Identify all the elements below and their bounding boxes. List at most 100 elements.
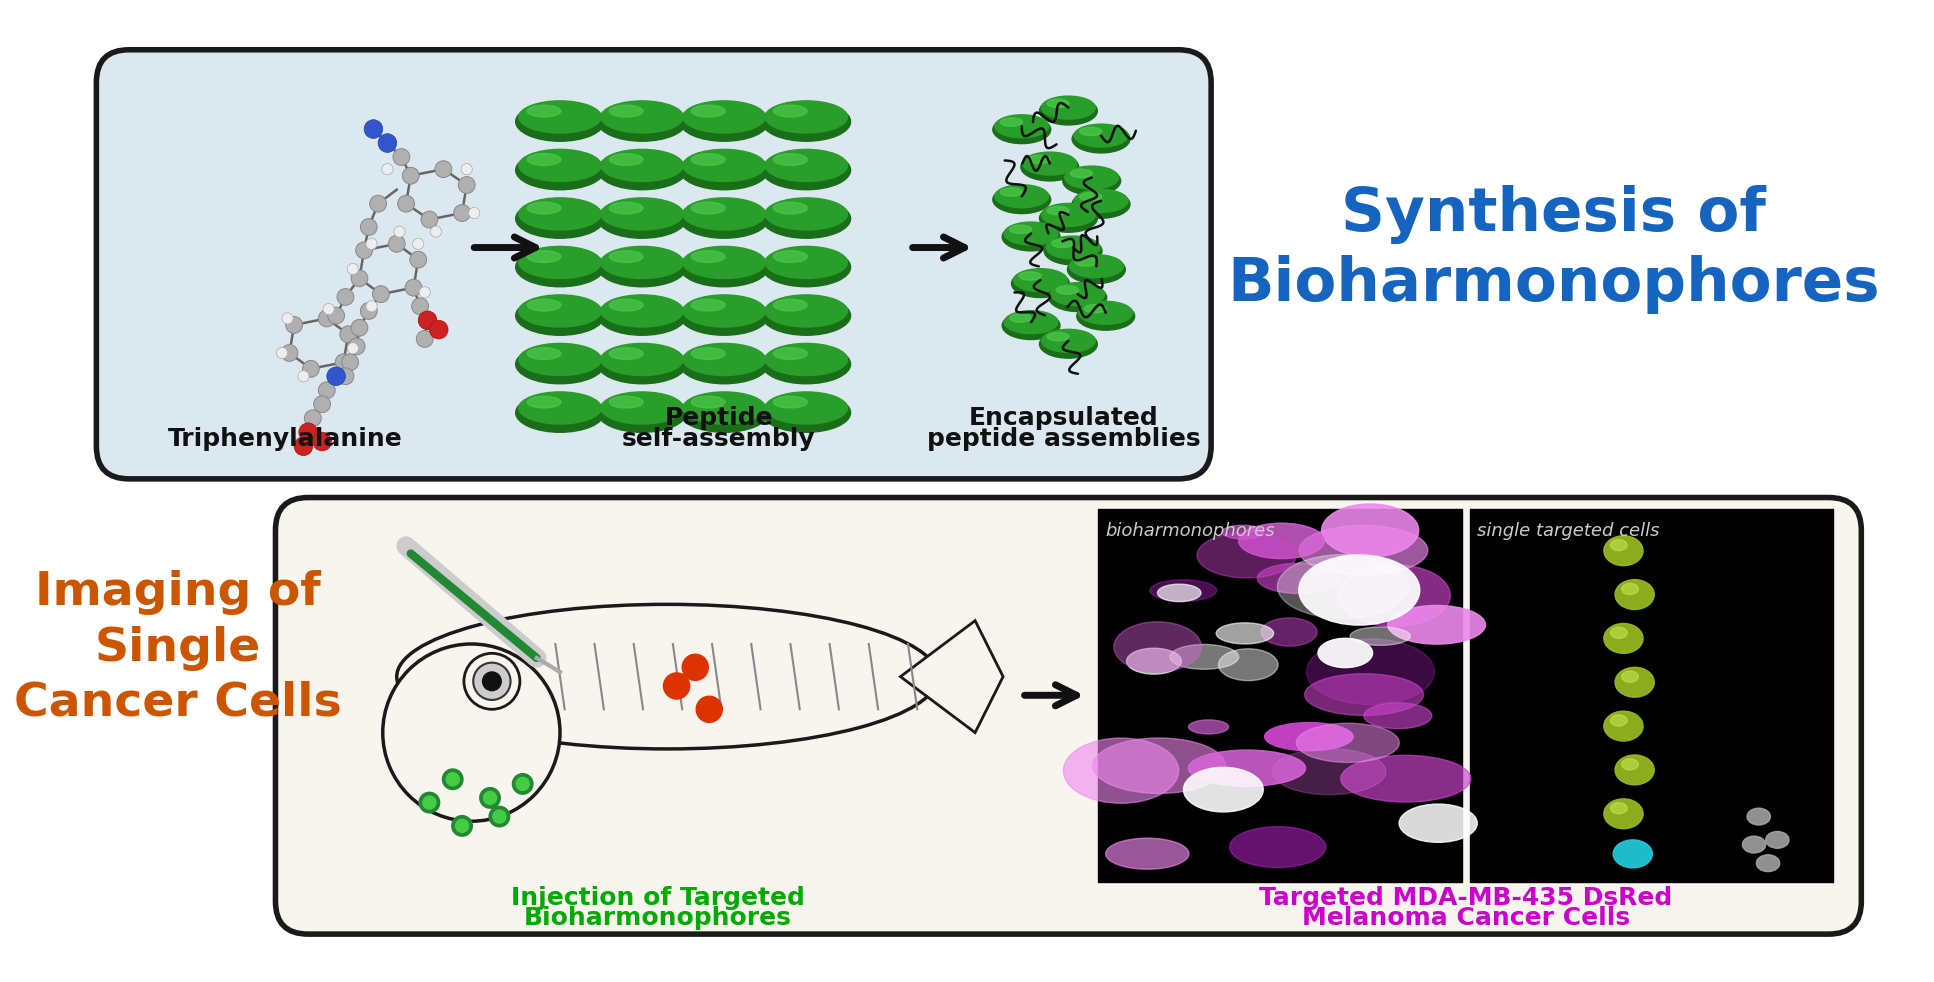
Circle shape: [286, 316, 302, 333]
Ellipse shape: [1350, 627, 1410, 645]
Circle shape: [453, 816, 472, 836]
Circle shape: [383, 644, 561, 821]
Circle shape: [493, 810, 507, 823]
Text: Bioharmonophores: Bioharmonophores: [1228, 255, 1880, 314]
Polygon shape: [901, 621, 1004, 733]
Ellipse shape: [1611, 715, 1626, 726]
Ellipse shape: [766, 149, 847, 182]
Ellipse shape: [774, 202, 806, 214]
Ellipse shape: [1071, 125, 1129, 153]
Ellipse shape: [1615, 755, 1654, 785]
Ellipse shape: [774, 300, 806, 311]
Circle shape: [337, 368, 354, 385]
Ellipse shape: [528, 348, 561, 359]
Ellipse shape: [1056, 286, 1079, 295]
Ellipse shape: [690, 202, 725, 214]
Ellipse shape: [690, 348, 725, 359]
Circle shape: [348, 263, 358, 275]
Ellipse shape: [774, 153, 806, 165]
Ellipse shape: [1071, 191, 1129, 218]
Ellipse shape: [516, 247, 603, 287]
Circle shape: [458, 177, 476, 193]
Circle shape: [460, 164, 472, 175]
Circle shape: [294, 437, 313, 456]
Ellipse shape: [1019, 272, 1040, 280]
Ellipse shape: [598, 296, 687, 335]
Ellipse shape: [601, 344, 683, 375]
Ellipse shape: [690, 153, 725, 165]
Text: Triphenylalanine: Triphenylalanine: [168, 427, 402, 451]
Ellipse shape: [766, 101, 847, 133]
Ellipse shape: [1611, 539, 1626, 551]
Ellipse shape: [1050, 283, 1104, 305]
Ellipse shape: [518, 344, 601, 375]
Ellipse shape: [1002, 311, 1060, 340]
Ellipse shape: [1079, 192, 1102, 201]
Circle shape: [373, 286, 389, 302]
Ellipse shape: [601, 246, 683, 279]
Ellipse shape: [690, 250, 725, 262]
Ellipse shape: [1611, 802, 1626, 814]
Ellipse shape: [1039, 204, 1097, 232]
Circle shape: [352, 319, 367, 336]
Ellipse shape: [1621, 583, 1638, 594]
Ellipse shape: [1077, 302, 1135, 330]
Ellipse shape: [681, 150, 768, 190]
Ellipse shape: [609, 300, 642, 311]
Ellipse shape: [601, 149, 683, 182]
Ellipse shape: [1013, 269, 1068, 292]
Circle shape: [356, 242, 373, 258]
Ellipse shape: [762, 345, 851, 384]
Ellipse shape: [528, 105, 561, 117]
Ellipse shape: [1039, 330, 1097, 358]
Ellipse shape: [609, 105, 642, 117]
Ellipse shape: [681, 102, 768, 141]
Ellipse shape: [762, 199, 851, 239]
Circle shape: [431, 226, 441, 238]
Circle shape: [393, 148, 410, 165]
Text: Cancer Cells: Cancer Cells: [14, 681, 342, 726]
Ellipse shape: [1170, 644, 1238, 670]
Ellipse shape: [774, 396, 806, 408]
Ellipse shape: [683, 392, 766, 424]
Circle shape: [464, 653, 520, 709]
Circle shape: [348, 338, 366, 355]
Ellipse shape: [1151, 579, 1216, 601]
Circle shape: [335, 354, 352, 370]
Ellipse shape: [1261, 618, 1317, 646]
Ellipse shape: [774, 105, 806, 117]
Ellipse shape: [690, 105, 725, 117]
Ellipse shape: [1338, 565, 1450, 627]
Circle shape: [298, 370, 309, 382]
Text: single targeted cells: single targeted cells: [1478, 521, 1659, 540]
Ellipse shape: [1042, 329, 1095, 353]
Ellipse shape: [518, 246, 601, 279]
Ellipse shape: [1218, 649, 1278, 681]
Circle shape: [319, 310, 335, 327]
Circle shape: [422, 211, 437, 228]
Ellipse shape: [1305, 674, 1423, 716]
Circle shape: [360, 219, 377, 236]
Ellipse shape: [516, 199, 603, 239]
Ellipse shape: [598, 247, 687, 287]
Ellipse shape: [601, 392, 683, 424]
Ellipse shape: [1044, 237, 1102, 265]
Ellipse shape: [766, 295, 847, 327]
Ellipse shape: [1073, 124, 1128, 147]
Circle shape: [513, 774, 534, 794]
Circle shape: [280, 345, 298, 361]
Circle shape: [489, 806, 511, 827]
Ellipse shape: [762, 150, 851, 190]
Ellipse shape: [1363, 703, 1431, 729]
Ellipse shape: [598, 345, 687, 384]
Circle shape: [416, 331, 433, 348]
Circle shape: [480, 788, 501, 808]
Ellipse shape: [1296, 723, 1400, 762]
Ellipse shape: [1106, 839, 1189, 869]
Bar: [1099, 509, 1462, 882]
Ellipse shape: [1000, 188, 1023, 196]
Ellipse shape: [1064, 738, 1178, 803]
Ellipse shape: [1189, 720, 1228, 734]
Circle shape: [327, 307, 344, 324]
Bar: [1470, 509, 1833, 882]
